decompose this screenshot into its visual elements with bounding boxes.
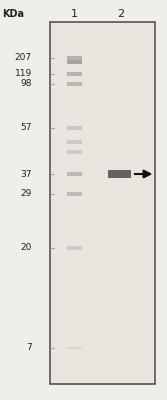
Bar xyxy=(67,72,82,76)
Bar xyxy=(67,82,82,86)
Text: 2: 2 xyxy=(117,9,124,19)
Text: 1: 1 xyxy=(71,9,78,19)
Text: 207: 207 xyxy=(15,54,32,62)
Bar xyxy=(67,346,82,350)
Bar xyxy=(67,126,82,130)
Bar xyxy=(67,60,82,64)
Text: 7: 7 xyxy=(26,344,32,352)
Text: 119: 119 xyxy=(15,70,32,78)
Text: 37: 37 xyxy=(20,170,32,178)
Text: 29: 29 xyxy=(20,190,32,198)
FancyBboxPatch shape xyxy=(50,22,155,384)
Text: KDa: KDa xyxy=(2,9,24,19)
Bar xyxy=(67,246,82,250)
Bar xyxy=(67,140,82,144)
Text: 57: 57 xyxy=(20,124,32,132)
Text: 98: 98 xyxy=(20,80,32,88)
Bar xyxy=(67,172,82,176)
Bar xyxy=(67,150,82,154)
Bar xyxy=(108,170,131,178)
Bar xyxy=(67,56,82,60)
Text: 20: 20 xyxy=(20,244,32,252)
Bar xyxy=(67,192,82,196)
